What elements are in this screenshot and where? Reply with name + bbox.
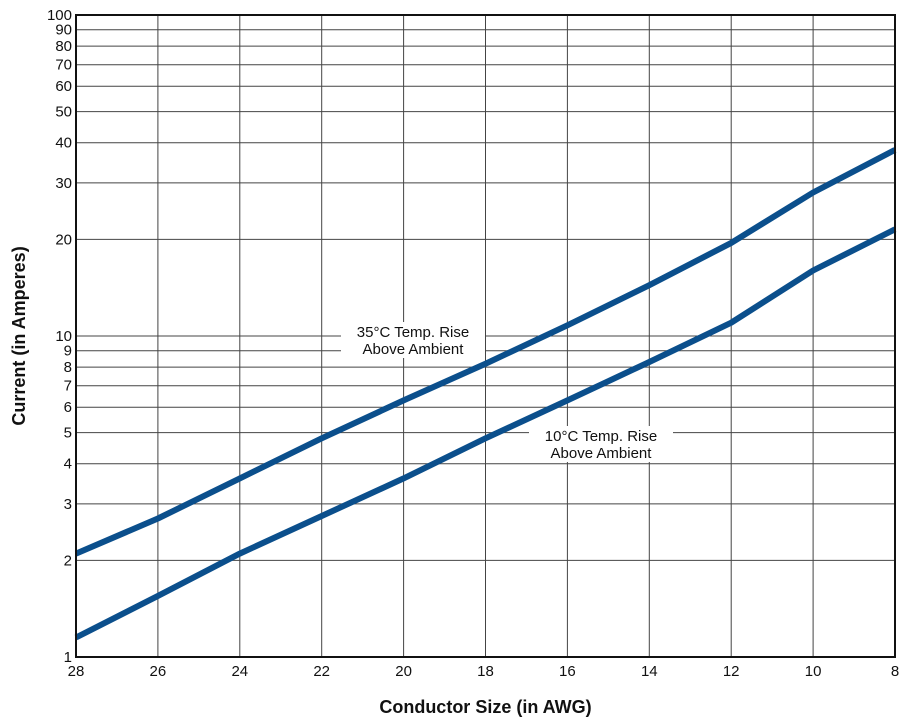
y-tick-label: 20 xyxy=(55,231,72,248)
x-tick-label: 14 xyxy=(641,663,658,680)
y-tick-label: 4 xyxy=(64,456,72,473)
y-tick-label: 5 xyxy=(64,425,72,442)
y-tick-label: 2 xyxy=(64,552,72,569)
grid-lines xyxy=(75,14,896,658)
y-tick-label: 7 xyxy=(64,378,72,395)
y-tick-label: 9 xyxy=(64,343,72,360)
y-tick-label: 70 xyxy=(55,57,72,74)
x-tick-label: 18 xyxy=(477,663,494,680)
annotation-background xyxy=(529,426,673,462)
x-tick-label: 20 xyxy=(395,663,412,680)
y-tick-label: 30 xyxy=(55,175,72,192)
annotation-line-2: Above Ambient xyxy=(551,445,653,462)
x-tick-label: 16 xyxy=(559,663,576,680)
y-tick-label: 80 xyxy=(55,38,72,55)
y-tick-label: 3 xyxy=(64,496,72,513)
x-tick-label: 8 xyxy=(891,663,899,680)
y-axis-title: Current (in Amperes) xyxy=(9,246,29,425)
series-line-1 xyxy=(74,147,897,557)
y-tick-label: 100 xyxy=(47,7,72,24)
annotation-line-1: 35°C Temp. Rise xyxy=(357,324,469,341)
x-tick-label: 10 xyxy=(805,663,822,680)
x-tick-label: 12 xyxy=(723,663,740,680)
y-tick-label: 8 xyxy=(64,359,72,376)
x-tick-label: 28 xyxy=(68,663,85,680)
y-tick-label: 40 xyxy=(55,135,72,152)
x-tick-label: 24 xyxy=(231,663,248,680)
series-lines xyxy=(74,147,897,641)
y-tick-label: 90 xyxy=(55,22,72,39)
y-tick-label: 50 xyxy=(55,104,72,121)
y-tick-label: 60 xyxy=(55,78,72,95)
y-tick-label: 1 xyxy=(64,649,72,666)
x-tick-labels: 28 26 24 22 20 18 16 14 12 10 8 xyxy=(68,663,900,680)
x-axis-title: Conductor Size (in AWG) xyxy=(379,697,591,717)
y-tick-label: 6 xyxy=(64,399,72,416)
y-tick-label: 10 xyxy=(55,328,72,345)
annotation-line-2: Above Ambient xyxy=(363,341,465,358)
plot-frame xyxy=(75,14,896,658)
x-tick-label: 22 xyxy=(313,663,330,680)
x-tick-label: 26 xyxy=(150,663,167,680)
series-line-2 xyxy=(74,226,897,641)
annotation-background xyxy=(341,322,485,358)
annotation-line-1: 10°C Temp. Rise xyxy=(545,428,657,445)
